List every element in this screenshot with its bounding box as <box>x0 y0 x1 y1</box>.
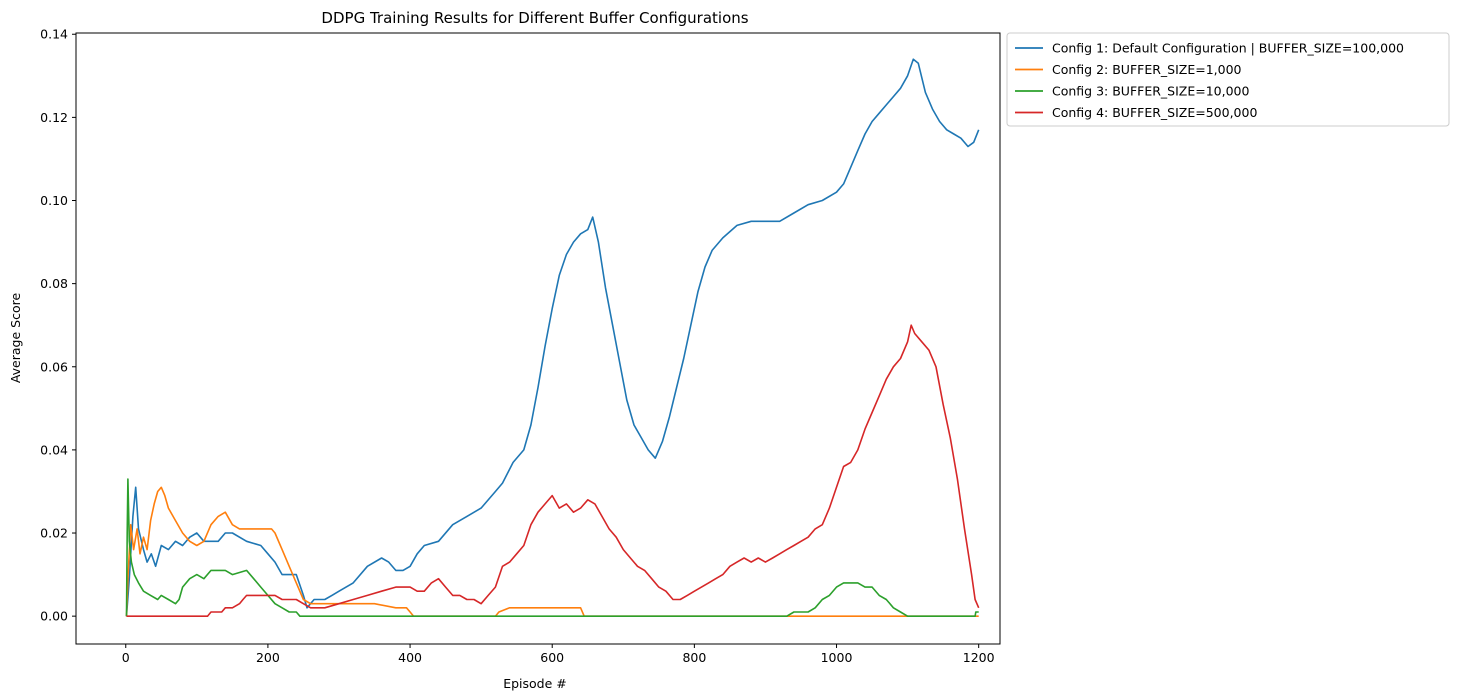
x-tick-label: 200 <box>256 650 280 665</box>
y-tick-label: 0.12 <box>40 110 68 125</box>
legend-label-config-4: Config 4: BUFFER_SIZE=500,000 <box>1052 105 1257 120</box>
chart-title: DDPG Training Results for Different Buff… <box>321 9 748 27</box>
legend-label-config-1: Config 1: Default Configuration | BUFFER… <box>1052 41 1404 56</box>
y-axis: 0.00 0.02 0.04 0.06 0.08 0.10 0.12 0.14 <box>40 27 76 624</box>
y-tick-label: 0.14 <box>40 27 68 42</box>
x-tick-label: 600 <box>540 650 564 665</box>
legend-label-config-3: Config 3: BUFFER_SIZE=10,000 <box>1052 84 1249 99</box>
legend: Config 1: Default Configuration | BUFFER… <box>1006 32 1450 127</box>
y-tick-label: 0.06 <box>40 359 68 374</box>
y-tick-label: 0.10 <box>40 193 68 208</box>
y-tick-label: 0.02 <box>40 526 68 541</box>
x-tick-label: 800 <box>682 650 706 665</box>
series-line-config-2 <box>125 486 979 617</box>
x-axis-title: Episode # <box>503 676 567 691</box>
plot-lines <box>125 58 980 617</box>
legend-label-config-2: Config 2: BUFFER_SIZE=1,000 <box>1052 62 1242 77</box>
x-tick-label: 1000 <box>821 650 853 665</box>
x-tick-label: 400 <box>398 650 422 665</box>
y-tick-label: 0.00 <box>40 609 68 624</box>
y-tick-label: 0.04 <box>40 442 68 457</box>
series-line-config-4 <box>126 324 980 617</box>
x-tick-label: 1200 <box>963 650 995 665</box>
legend-entries: Config 1: Default Configuration | BUFFER… <box>1015 41 1404 120</box>
series-line-config-1 <box>125 58 980 617</box>
y-axis-title: Average Score <box>8 293 23 384</box>
legend-box <box>1006 32 1450 127</box>
y-tick-label: 0.08 <box>40 276 68 291</box>
plot-frame <box>75 32 1001 645</box>
x-tick-label: 0 <box>122 650 130 665</box>
x-axis: 0 200 400 600 800 1000 1200 <box>122 644 995 665</box>
